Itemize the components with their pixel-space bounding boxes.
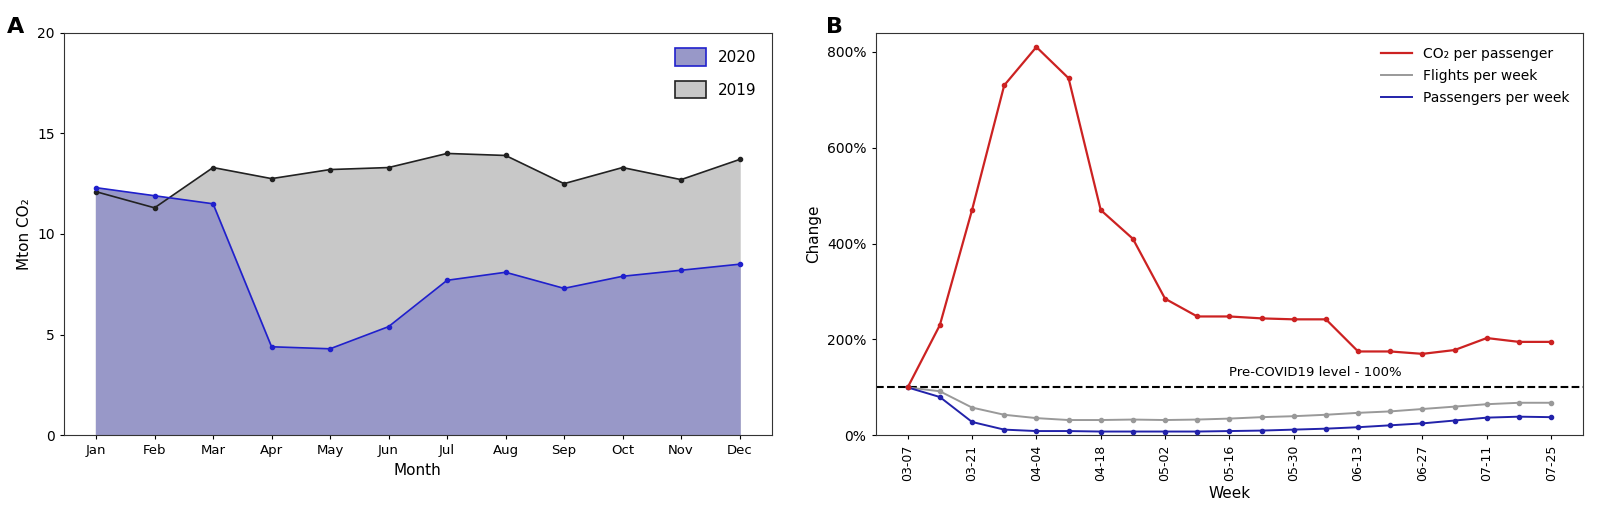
Legend: CO₂ per passenger, Flights per week, Passengers per week: CO₂ per passenger, Flights per week, Pas… <box>1374 39 1576 112</box>
Flights per week <box>1509 400 1528 406</box>
Passengers per week <box>1059 428 1078 434</box>
CO₂ per passenger <box>1285 316 1304 322</box>
Passengers per week <box>1317 426 1336 432</box>
Passengers per week <box>1381 422 1400 428</box>
Passengers per week <box>1027 428 1046 434</box>
Passengers per week <box>1349 424 1368 430</box>
Passengers per week <box>1413 420 1432 426</box>
Flights per week <box>1187 416 1206 423</box>
X-axis label: Week: Week <box>1208 486 1251 501</box>
CO₂ per passenger <box>1349 349 1368 355</box>
CO₂ per passenger <box>1509 339 1528 345</box>
Passengers per week <box>930 394 949 400</box>
Passengers per week <box>1187 428 1206 435</box>
CO₂ per passenger <box>898 384 917 391</box>
CO₂ per passenger <box>1155 296 1174 302</box>
Y-axis label: Change: Change <box>806 205 821 263</box>
Flights per week <box>1285 413 1304 419</box>
CO₂ per passenger <box>1381 349 1400 355</box>
Passengers per week <box>1541 414 1560 420</box>
Passengers per week <box>1285 426 1304 433</box>
CO₂ per passenger <box>1413 351 1432 357</box>
Passengers per week <box>1477 414 1496 421</box>
CO₂ per passenger <box>930 322 949 328</box>
Flights per week <box>1477 401 1496 407</box>
CO₂ per passenger <box>1541 339 1560 345</box>
Flights per week <box>1091 417 1110 423</box>
Flights per week <box>1349 410 1368 416</box>
Flights per week <box>1027 415 1046 421</box>
Flights per week <box>1541 400 1560 406</box>
Passengers per week <box>963 419 982 425</box>
Line: CO₂ per passenger: CO₂ per passenger <box>906 45 1554 390</box>
Flights per week <box>995 412 1014 418</box>
Passengers per week <box>1219 428 1238 434</box>
Legend: 2020, 2019: 2020, 2019 <box>667 40 765 106</box>
CO₂ per passenger <box>1027 44 1046 50</box>
Text: B: B <box>826 17 843 36</box>
Flights per week <box>1317 412 1336 418</box>
CO₂ per passenger <box>1317 316 1336 322</box>
CO₂ per passenger <box>1477 335 1496 341</box>
CO₂ per passenger <box>1219 313 1238 320</box>
Flights per week <box>1155 417 1174 423</box>
CO₂ per passenger <box>1251 315 1270 322</box>
Flights per week <box>930 388 949 394</box>
Passengers per week <box>1123 428 1142 435</box>
CO₂ per passenger <box>1445 347 1464 353</box>
Flights per week <box>963 405 982 411</box>
CO₂ per passenger <box>963 207 982 213</box>
Flights per week <box>1251 414 1270 420</box>
Y-axis label: Mton CO₂: Mton CO₂ <box>16 198 32 270</box>
Flights per week <box>1413 406 1432 412</box>
CO₂ per passenger <box>1123 236 1142 242</box>
Text: A: A <box>8 17 24 36</box>
Flights per week <box>1059 417 1078 423</box>
CO₂ per passenger <box>995 82 1014 89</box>
Passengers per week <box>995 426 1014 433</box>
Passengers per week <box>898 384 917 391</box>
Flights per week <box>1123 416 1142 423</box>
Passengers per week <box>1251 427 1270 434</box>
Passengers per week <box>1509 413 1528 420</box>
Line: Passengers per week: Passengers per week <box>906 385 1554 434</box>
CO₂ per passenger <box>1187 313 1206 320</box>
X-axis label: Month: Month <box>394 463 442 478</box>
Text: Pre-COVID19 level - 100%: Pre-COVID19 level - 100% <box>1229 366 1402 379</box>
CO₂ per passenger <box>1059 75 1078 81</box>
Flights per week <box>1219 415 1238 422</box>
Flights per week <box>1381 408 1400 414</box>
Line: Flights per week: Flights per week <box>906 385 1554 422</box>
Passengers per week <box>1091 428 1110 435</box>
CO₂ per passenger <box>1091 207 1110 213</box>
Passengers per week <box>1155 428 1174 435</box>
Flights per week <box>1445 404 1464 410</box>
Flights per week <box>898 384 917 391</box>
Passengers per week <box>1445 418 1464 424</box>
